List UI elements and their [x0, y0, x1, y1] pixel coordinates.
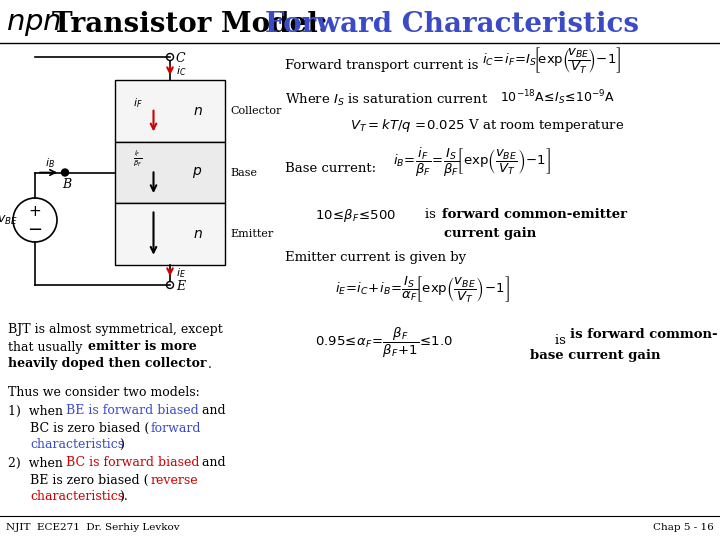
Text: $\it{npn}$: $\it{npn}$ [6, 10, 61, 38]
Text: $i_C$: $i_C$ [176, 65, 186, 78]
Text: $10\!\leq\!\beta_F\!\leq\!500$: $10\!\leq\!\beta_F\!\leq\!500$ [315, 206, 396, 224]
Text: is forward common-: is forward common- [570, 328, 718, 341]
Text: $i_F$: $i_F$ [132, 97, 143, 110]
Text: $10^{-18}\mathrm{A}\!\leq\! I_S\!\leq\!10^{-9}\mathrm{A}$: $10^{-18}\mathrm{A}\!\leq\! I_S\!\leq\!1… [500, 89, 616, 107]
Text: current gain: current gain [444, 226, 536, 240]
Text: Transistor Model:: Transistor Model: [52, 10, 328, 37]
Text: $v_{BE}$: $v_{BE}$ [0, 213, 17, 227]
Text: $n$: $n$ [192, 104, 202, 118]
Text: $0.95\!\leq\!\alpha_F\!=\!\dfrac{\beta_F}{\beta_F\!+\!1}\!\leq\!1.0$: $0.95\!\leq\!\alpha_F\!=\!\dfrac{\beta_F… [315, 326, 453, 360]
Text: reverse: reverse [151, 474, 199, 487]
Text: forward common-emitter: forward common-emitter [442, 208, 627, 221]
Text: BE is zero biased (: BE is zero biased ( [30, 474, 148, 487]
Text: $i_B\!=\!\dfrac{i_F}{\beta_F}\!=\!\dfrac{I_S}{\beta_F}\!\left[\exp\!\left(\dfrac: $i_B\!=\!\dfrac{i_F}{\beta_F}\!=\!\dfrac… [393, 145, 551, 179]
Text: .: . [208, 357, 212, 370]
Bar [115, 80, 225, 141]
Text: BC is zero biased (: BC is zero biased ( [30, 422, 149, 435]
Text: ): ) [119, 438, 124, 451]
Text: Emitter: Emitter [230, 229, 274, 239]
Text: Collector: Collector [230, 106, 282, 116]
Text: and: and [198, 456, 225, 469]
Text: that usually: that usually [8, 341, 86, 354]
Text: BC is forward biased: BC is forward biased [66, 456, 199, 469]
Text: $p$: $p$ [192, 165, 202, 180]
Text: base current gain: base current gain [530, 348, 660, 361]
Text: $V_T = kT/q\, =\!0.025$ V at room temperature: $V_T = kT/q\, =\!0.025$ V at room temper… [350, 118, 624, 134]
Text: emitter is more: emitter is more [88, 341, 197, 354]
Text: Forward transport current is: Forward transport current is [285, 59, 478, 72]
Text: Emitter current is given by: Emitter current is given by [285, 252, 466, 265]
Text: NJIT  ECE271  Dr. Serhiy Levkov: NJIT ECE271 Dr. Serhiy Levkov [6, 523, 179, 531]
Text: $i_C\!=\!i_F\!=\!I_S\!\left[\!\exp\!\left(\!\dfrac{v_{BE}}{V_T}\!\right)\!-\!1\r: $i_C\!=\!i_F\!=\!I_S\!\left[\!\exp\!\lef… [482, 45, 621, 75]
Text: Thus we consider two models:: Thus we consider two models: [8, 386, 199, 399]
Text: B: B [63, 178, 71, 191]
Text: $i_B$: $i_B$ [45, 157, 55, 171]
Text: BE is forward biased: BE is forward biased [66, 404, 199, 417]
Text: Base current:: Base current: [285, 161, 376, 174]
Text: −: − [27, 221, 42, 239]
Text: characteristics: characteristics [30, 438, 124, 451]
Text: $\frac{i_F}{\beta_F}$: $\frac{i_F}{\beta_F}$ [133, 148, 142, 169]
Text: +: + [29, 205, 41, 219]
Bar [115, 204, 225, 265]
Text: and: and [198, 404, 225, 417]
Text: is: is [555, 334, 570, 347]
Text: E: E [176, 280, 185, 293]
Bar [115, 141, 225, 204]
Text: 2)  when: 2) when [8, 456, 67, 469]
Text: 1)  when: 1) when [8, 404, 67, 417]
Text: C: C [176, 51, 186, 64]
Text: heavily doped then collector: heavily doped then collector [8, 357, 207, 370]
Text: Forward Characteristics: Forward Characteristics [265, 10, 639, 37]
Text: is: is [425, 208, 440, 221]
Text: BJT is almost symmetrical, except: BJT is almost symmetrical, except [8, 323, 222, 336]
Text: $i_E\!=\!i_C\!+\!i_B\!=\!\dfrac{I_S}{\alpha_F}\!\left[\exp\!\left(\dfrac{v_{BE}}: $i_E\!=\!i_C\!+\!i_B\!=\!\dfrac{I_S}{\al… [335, 275, 510, 305]
Text: forward: forward [151, 422, 202, 435]
Text: Chap 5 - 16: Chap 5 - 16 [653, 523, 714, 531]
Text: $i_E$: $i_E$ [176, 266, 186, 280]
Text: Where $I_S$ is saturation current: Where $I_S$ is saturation current [285, 92, 488, 108]
Text: ).: ). [119, 490, 127, 503]
Text: characteristics: characteristics [30, 490, 124, 503]
Text: $n$: $n$ [192, 227, 202, 241]
Circle shape [61, 169, 68, 176]
Text: Base: Base [230, 167, 257, 178]
